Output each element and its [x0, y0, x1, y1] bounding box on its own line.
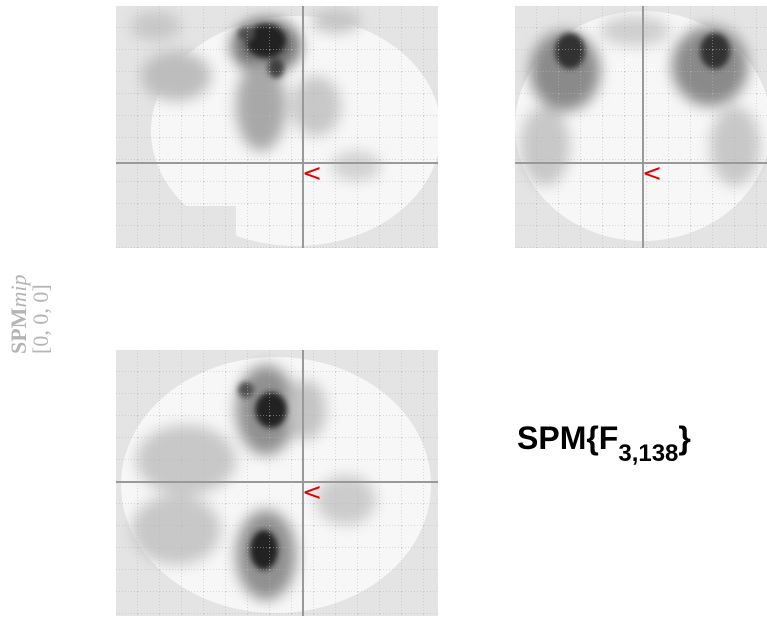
statistic-degrees-of-freedom: 3,138: [618, 440, 679, 467]
statistic-label: SPM{F3,138}: [517, 420, 691, 468]
cursor-marker: <: [642, 159, 662, 187]
mip-title: SPMmip: [6, 275, 31, 354]
cursor-marker: <: [302, 478, 322, 506]
cursor-marker: <: [302, 159, 322, 187]
coronal-view[interactable]: <: [515, 6, 767, 248]
statistic-prefix: SPM{F: [517, 420, 619, 456]
sagittal-view[interactable]: <: [116, 6, 438, 248]
statistic-suffix: }: [678, 420, 691, 456]
axial-view[interactable]: <: [116, 350, 438, 616]
mip-coordinates: [0, 0, 0]: [28, 284, 53, 354]
